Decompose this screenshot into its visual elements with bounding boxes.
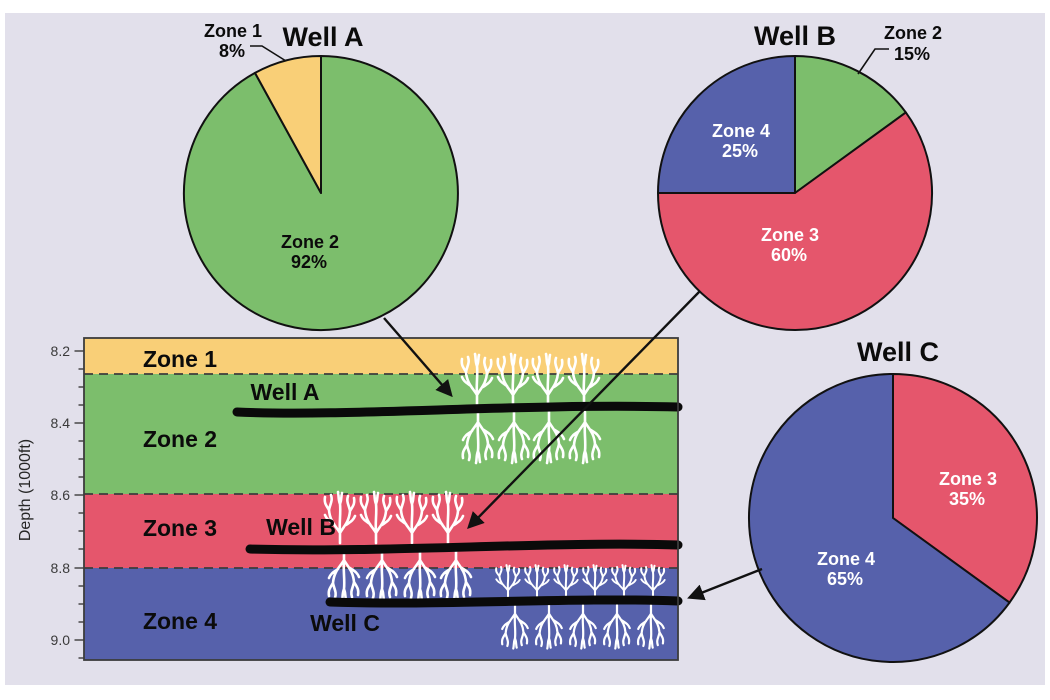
pie-a-zone2-pct: 92% bbox=[291, 252, 327, 272]
pie-a-title: Well A bbox=[282, 22, 363, 52]
tick-label: 8.8 bbox=[51, 560, 71, 576]
zone-2-label: Zone 2 bbox=[143, 426, 217, 452]
pie-a-zone1-pct: 8% bbox=[219, 41, 245, 61]
pie-chart-well-a: Well A Zone 1 8% Zone 2 92% bbox=[182, 21, 459, 331]
tick-label: 8.4 bbox=[51, 415, 71, 431]
pie-b-zone4-pct: 25% bbox=[722, 141, 758, 161]
tick-label: 8.6 bbox=[51, 487, 71, 503]
pie-b-zone2-label: Zone 2 bbox=[884, 23, 942, 43]
y-axis-ticks bbox=[74, 350, 84, 659]
arrow-well-b bbox=[467, 290, 701, 530]
pie-c-zone4-label: Zone 4 bbox=[817, 549, 875, 569]
pie-a-slice-zone1 bbox=[254, 54, 322, 194]
pie-b-zone4-label: Zone 4 bbox=[712, 121, 770, 141]
pie-chart-well-b: Well B Zone 2 15% Zone 4 25% Zone 3 60% bbox=[657, 21, 942, 331]
pie-chart-well-c: Well C Zone 3 35% Zone 4 65% bbox=[748, 337, 1038, 663]
pie-b-slice-zone3 bbox=[657, 111, 933, 331]
tick-label: 9.0 bbox=[51, 632, 71, 648]
pie-c-zone3-pct: 35% bbox=[949, 489, 985, 509]
pie-c-title: Well C bbox=[857, 337, 939, 367]
zone-1-band bbox=[84, 338, 678, 374]
plot-border bbox=[83, 337, 679, 661]
pie-c-slice-zone3 bbox=[892, 373, 1038, 604]
pie-a-zone1-label: Zone 1 bbox=[204, 21, 262, 41]
pie-c-zone3-label: Zone 3 bbox=[939, 469, 997, 489]
pie-b-title: Well B bbox=[754, 21, 836, 51]
pie-c-zone4-pct: 65% bbox=[827, 569, 863, 589]
well-a-label: Well A bbox=[250, 379, 319, 405]
zone-4-label: Zone 4 bbox=[143, 608, 217, 634]
tick-label: 8.2 bbox=[51, 343, 71, 359]
y-axis-tick-labels: 8.2 8.4 8.6 8.8 9.0 bbox=[51, 343, 71, 648]
pie-b-zone3-pct: 60% bbox=[771, 245, 807, 265]
zone-boundary-lines bbox=[84, 373, 678, 569]
arrow-well-a bbox=[383, 317, 453, 398]
zone-1-label: Zone 1 bbox=[143, 346, 217, 372]
well-line-c bbox=[325, 595, 683, 608]
pie-to-well-arrows bbox=[383, 290, 763, 601]
zone-2-band bbox=[84, 374, 678, 494]
pie-b-slice-zone4 bbox=[657, 55, 796, 194]
y-axis-title: Depth (1000ft) bbox=[17, 439, 34, 541]
pie-b-slice-zone2 bbox=[794, 55, 907, 194]
arrow-well-c bbox=[687, 567, 763, 601]
well-line-a bbox=[232, 401, 683, 418]
pie-b-zone2-pct: 15% bbox=[894, 44, 930, 64]
well-c-label: Well C bbox=[310, 610, 380, 636]
pie-a-zone2-label: Zone 2 bbox=[281, 232, 339, 252]
cross-section: Zone 1 Zone 2 Zone 3 Zone 4 Well A Well … bbox=[17, 337, 683, 661]
zone-3-label: Zone 3 bbox=[143, 515, 217, 541]
well-line-b bbox=[245, 539, 683, 555]
pie-a-callout-line bbox=[250, 45, 287, 62]
well-b-label: Well B bbox=[266, 514, 336, 540]
pie-c-slice-zone4 bbox=[748, 373, 1011, 663]
pie-b-callout-line bbox=[857, 48, 889, 75]
pie-b-zone3-label: Zone 3 bbox=[761, 225, 819, 245]
